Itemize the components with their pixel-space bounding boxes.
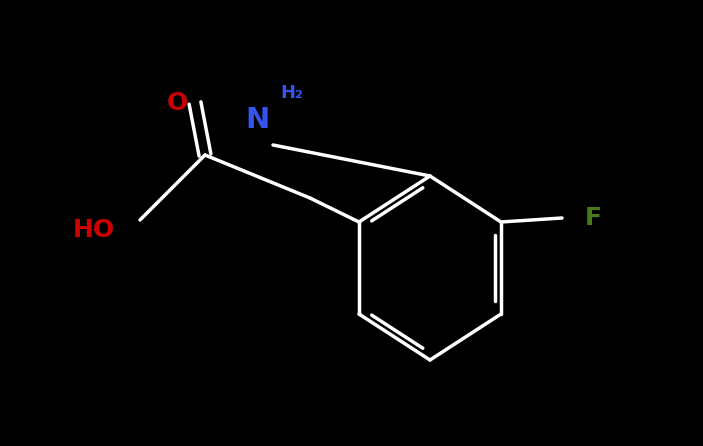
Text: HO: HO bbox=[73, 218, 115, 242]
Text: H₂: H₂ bbox=[280, 84, 303, 102]
Text: O: O bbox=[167, 91, 188, 115]
Text: N: N bbox=[246, 106, 270, 134]
Text: F: F bbox=[585, 206, 602, 230]
